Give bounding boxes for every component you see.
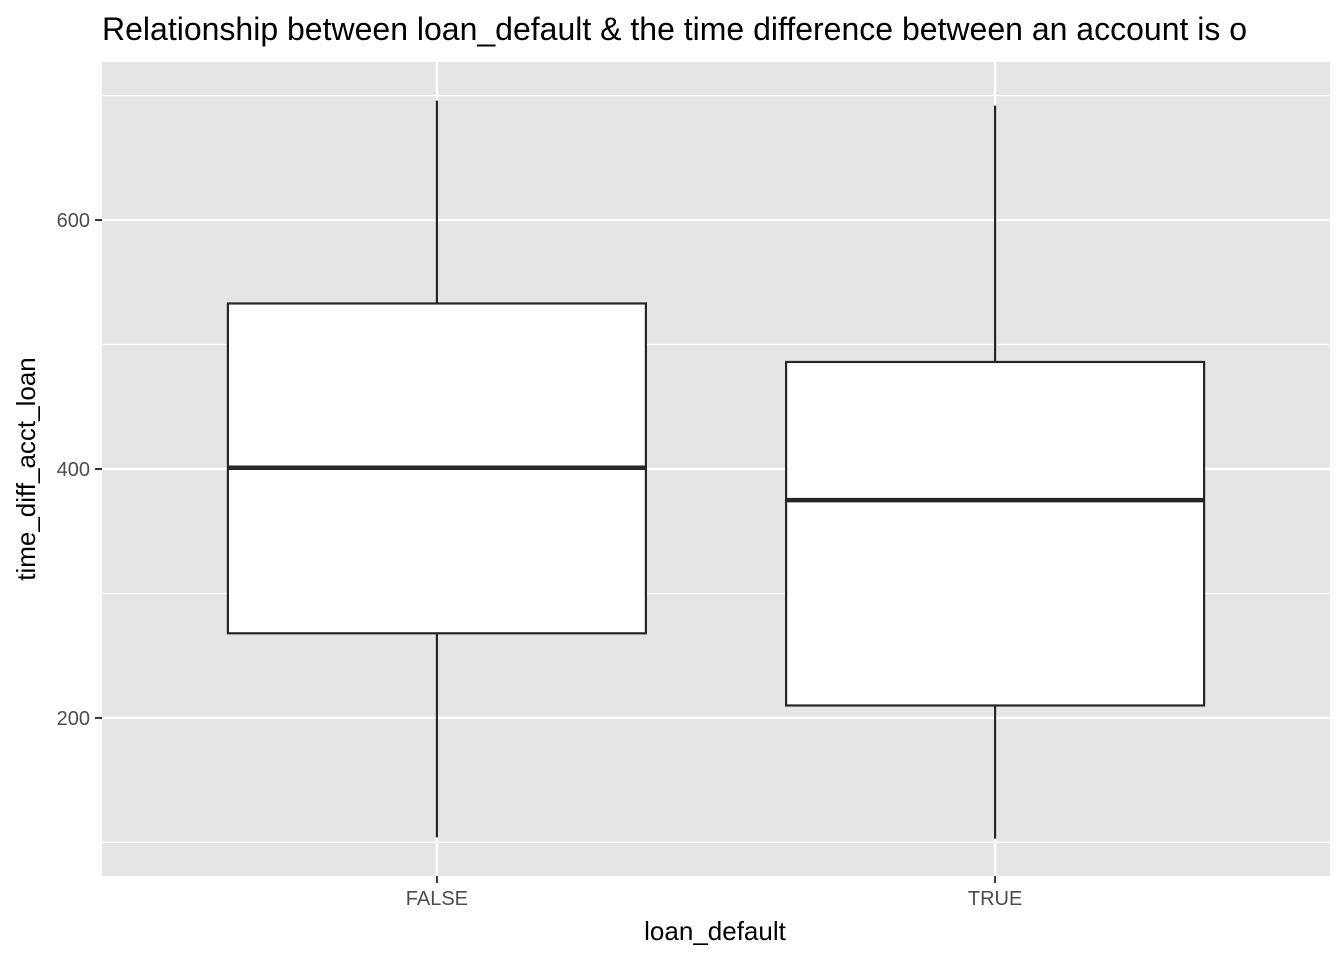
x-tick-label: TRUE bbox=[968, 888, 1022, 910]
x-axis-title: loan_default bbox=[644, 916, 786, 946]
y-tick-label: 200 bbox=[57, 708, 90, 730]
y-tick-label: 600 bbox=[57, 210, 90, 232]
box-iqr bbox=[784, 360, 1206, 707]
x-tick-label: FALSE bbox=[406, 888, 468, 910]
boxes bbox=[226, 100, 1206, 839]
chart-title: Relationship between loan_default & the … bbox=[102, 11, 1247, 47]
y-axis-title: time_diff_acct_loan bbox=[11, 357, 41, 581]
y-tick-label: 400 bbox=[57, 459, 90, 481]
axes: 200 400 600 FALSE TRUE bbox=[57, 210, 1023, 910]
